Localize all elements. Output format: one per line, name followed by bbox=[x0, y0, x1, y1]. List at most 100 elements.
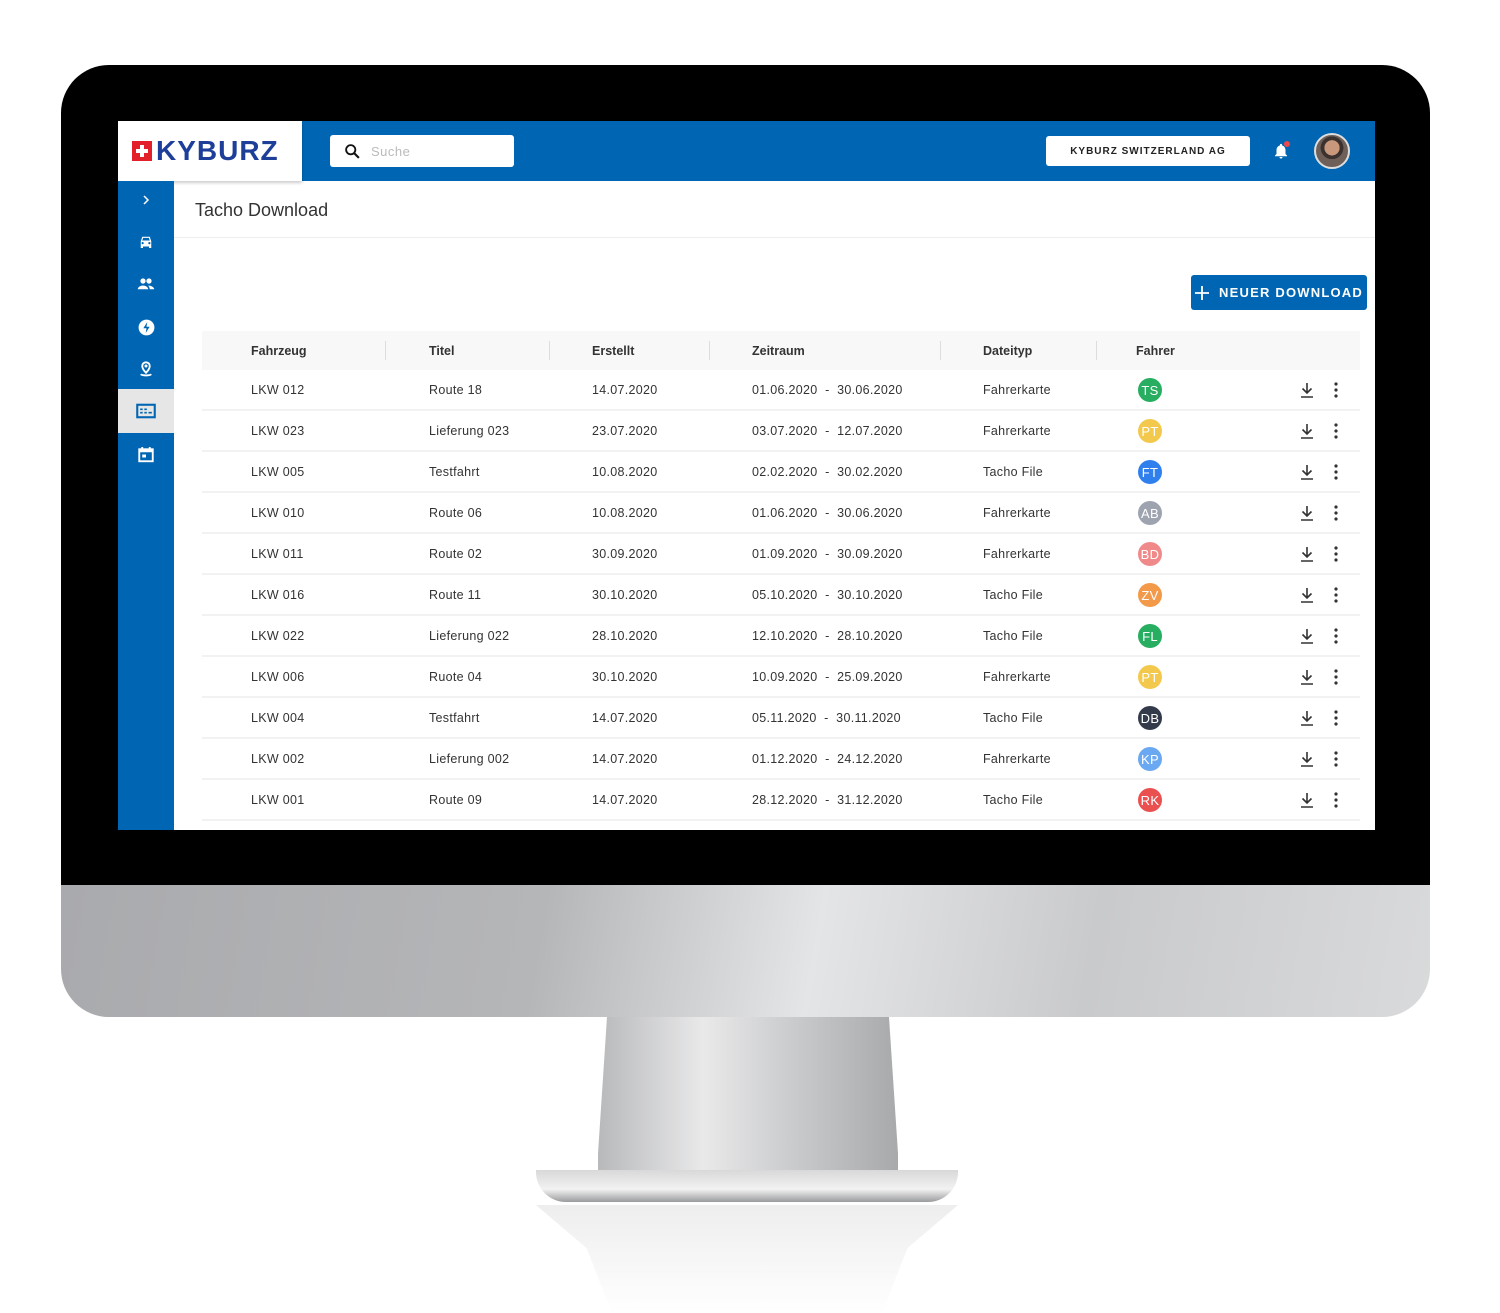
sidebar-item-drivers[interactable] bbox=[118, 262, 174, 306]
driver-avatar[interactable]: RK bbox=[1138, 788, 1162, 812]
new-download-label: NEUER DOWNLOAD bbox=[1219, 285, 1363, 300]
notifications-button[interactable] bbox=[1272, 141, 1290, 166]
cell-vehicle: LKW 002 bbox=[251, 751, 305, 766]
table-row[interactable]: LKW 016 Route 11 30.10.2020 05.10.2020 -… bbox=[202, 575, 1360, 616]
driver-avatar[interactable]: DB bbox=[1138, 706, 1162, 730]
cell-file-type: Tacho File bbox=[983, 587, 1043, 602]
cell-title: Route 02 bbox=[429, 546, 483, 561]
downloads-table: Fahrzeug Titel Erstellt Zeitraum Dateity… bbox=[202, 331, 1360, 821]
search-placeholder: Suche bbox=[371, 143, 411, 159]
table-row[interactable]: LKW 001 Route 09 14.07.2020 28.12.2020 -… bbox=[202, 780, 1360, 821]
more-options-icon[interactable] bbox=[1334, 587, 1338, 606]
table-row[interactable]: LKW 023 Lieferung 023 23.07.2020 03.07.2… bbox=[202, 411, 1360, 452]
driver-avatar[interactable]: AB bbox=[1138, 501, 1162, 525]
logo[interactable]: KYBURZ bbox=[118, 121, 302, 181]
calendar-icon bbox=[138, 446, 154, 462]
table-row[interactable]: LKW 005 Testfahrt 10.08.2020 02.02.2020 … bbox=[202, 452, 1360, 493]
more-options-icon[interactable] bbox=[1334, 382, 1338, 401]
cell-period: 01.12.2020 - 24.12.2020 bbox=[752, 751, 903, 766]
table-row[interactable]: LKW 011 Route 02 30.09.2020 01.09.2020 -… bbox=[202, 534, 1360, 575]
cell-file-type: Tacho File bbox=[983, 628, 1043, 643]
sidebar-item-tacho[interactable] bbox=[118, 389, 174, 433]
column-header-fahrzeug[interactable]: Fahrzeug bbox=[251, 343, 307, 358]
sidebar-expand[interactable] bbox=[118, 178, 174, 222]
column-header-zeitraum[interactable]: Zeitraum bbox=[752, 343, 805, 358]
company-selector[interactable]: KYBURZ SWITZERLAND AG bbox=[1046, 136, 1250, 166]
column-header-dateityp[interactable]: Dateityp bbox=[983, 343, 1033, 358]
driver-avatar[interactable]: FL bbox=[1138, 624, 1162, 648]
cell-created: 14.07.2020 bbox=[592, 710, 658, 725]
cell-file-type: Fahrerkarte bbox=[983, 751, 1051, 766]
new-download-button[interactable]: NEUER DOWNLOAD bbox=[1191, 275, 1367, 310]
user-avatar[interactable] bbox=[1314, 133, 1350, 169]
cell-file-type: Fahrerkarte bbox=[983, 382, 1051, 397]
cell-vehicle: LKW 004 bbox=[251, 710, 305, 725]
table-row[interactable]: LKW 010 Route 06 10.08.2020 01.06.2020 -… bbox=[202, 493, 1360, 534]
download-icon[interactable] bbox=[1300, 382, 1314, 401]
cell-file-type: Tacho File bbox=[983, 464, 1043, 479]
sidebar bbox=[118, 181, 174, 830]
driver-avatar[interactable]: KP bbox=[1138, 747, 1162, 771]
column-divider bbox=[709, 341, 710, 360]
download-icon[interactable] bbox=[1300, 464, 1314, 483]
car-icon bbox=[140, 236, 152, 248]
more-options-icon[interactable] bbox=[1334, 751, 1338, 770]
download-icon[interactable] bbox=[1300, 669, 1314, 688]
table-row[interactable]: LKW 012 Route 18 14.07.2020 01.06.2020 -… bbox=[202, 370, 1360, 411]
table-row[interactable]: LKW 004 Testfahrt 14.07.2020 05.11.2020 … bbox=[202, 698, 1360, 739]
cell-vehicle: LKW 016 bbox=[251, 587, 305, 602]
more-options-icon[interactable] bbox=[1334, 505, 1338, 524]
cell-vehicle: LKW 023 bbox=[251, 423, 305, 438]
cell-file-type: Fahrerkarte bbox=[983, 505, 1051, 520]
driver-avatar[interactable]: ZV bbox=[1138, 583, 1162, 607]
download-icon[interactable] bbox=[1300, 792, 1314, 811]
driver-avatar[interactable]: PT bbox=[1138, 419, 1162, 443]
cell-file-type: Fahrerkarte bbox=[983, 423, 1051, 438]
more-options-icon[interactable] bbox=[1334, 464, 1338, 483]
more-options-icon[interactable] bbox=[1334, 710, 1338, 729]
more-options-icon[interactable] bbox=[1334, 628, 1338, 647]
column-header-titel[interactable]: Titel bbox=[429, 343, 455, 358]
more-options-icon[interactable] bbox=[1334, 546, 1338, 565]
monitor-stand bbox=[598, 1017, 898, 1192]
page-header: Tacho Download bbox=[174, 181, 1375, 238]
more-options-icon[interactable] bbox=[1334, 423, 1338, 442]
sidebar-item-vehicles[interactable] bbox=[118, 220, 174, 264]
driver-avatar[interactable]: PT bbox=[1138, 665, 1162, 689]
sidebar-item-calendar[interactable] bbox=[118, 432, 174, 476]
table-row[interactable]: LKW 006 Ruote 04 30.10.2020 10.09.2020 -… bbox=[202, 657, 1360, 698]
cell-title: Route 06 bbox=[429, 505, 483, 520]
cell-created: 28.10.2020 bbox=[592, 628, 658, 643]
more-options-icon[interactable] bbox=[1334, 792, 1338, 811]
table-row[interactable]: LKW 002 Lieferung 002 14.07.2020 01.12.2… bbox=[202, 739, 1360, 780]
download-icon[interactable] bbox=[1300, 710, 1314, 729]
download-icon[interactable] bbox=[1300, 587, 1314, 606]
cell-title: Ruote 04 bbox=[429, 669, 483, 684]
download-icon[interactable] bbox=[1300, 505, 1314, 524]
driver-avatar[interactable]: TS bbox=[1138, 378, 1162, 402]
column-divider bbox=[385, 341, 386, 360]
download-icon[interactable] bbox=[1300, 546, 1314, 565]
column-header-erstellt[interactable]: Erstellt bbox=[592, 343, 635, 358]
cell-title: Route 09 bbox=[429, 792, 483, 807]
cell-vehicle: LKW 010 bbox=[251, 505, 305, 520]
cell-period: 28.12.2020 - 31.12.2020 bbox=[752, 792, 903, 807]
driver-avatar[interactable]: FT bbox=[1138, 460, 1162, 484]
table-row[interactable]: LKW 022 Lieferung 022 28.10.2020 12.10.2… bbox=[202, 616, 1360, 657]
column-divider bbox=[549, 341, 550, 360]
chevron-right-icon bbox=[143, 195, 150, 205]
sidebar-item-energy[interactable] bbox=[118, 305, 174, 349]
cell-title: Lieferung 022 bbox=[429, 628, 510, 643]
cell-vehicle: LKW 001 bbox=[251, 792, 305, 807]
cell-vehicle: LKW 005 bbox=[251, 464, 305, 479]
search-input[interactable]: Suche bbox=[330, 135, 514, 167]
download-icon[interactable] bbox=[1300, 628, 1314, 647]
more-options-icon[interactable] bbox=[1334, 669, 1338, 688]
search-icon bbox=[345, 143, 360, 159]
column-header-fahrer[interactable]: Fahrer bbox=[1136, 343, 1175, 358]
driver-avatar[interactable]: BD bbox=[1138, 542, 1162, 566]
sidebar-item-locations[interactable] bbox=[118, 347, 174, 391]
download-icon[interactable] bbox=[1300, 423, 1314, 442]
column-divider bbox=[1096, 341, 1097, 360]
download-icon[interactable] bbox=[1300, 751, 1314, 770]
